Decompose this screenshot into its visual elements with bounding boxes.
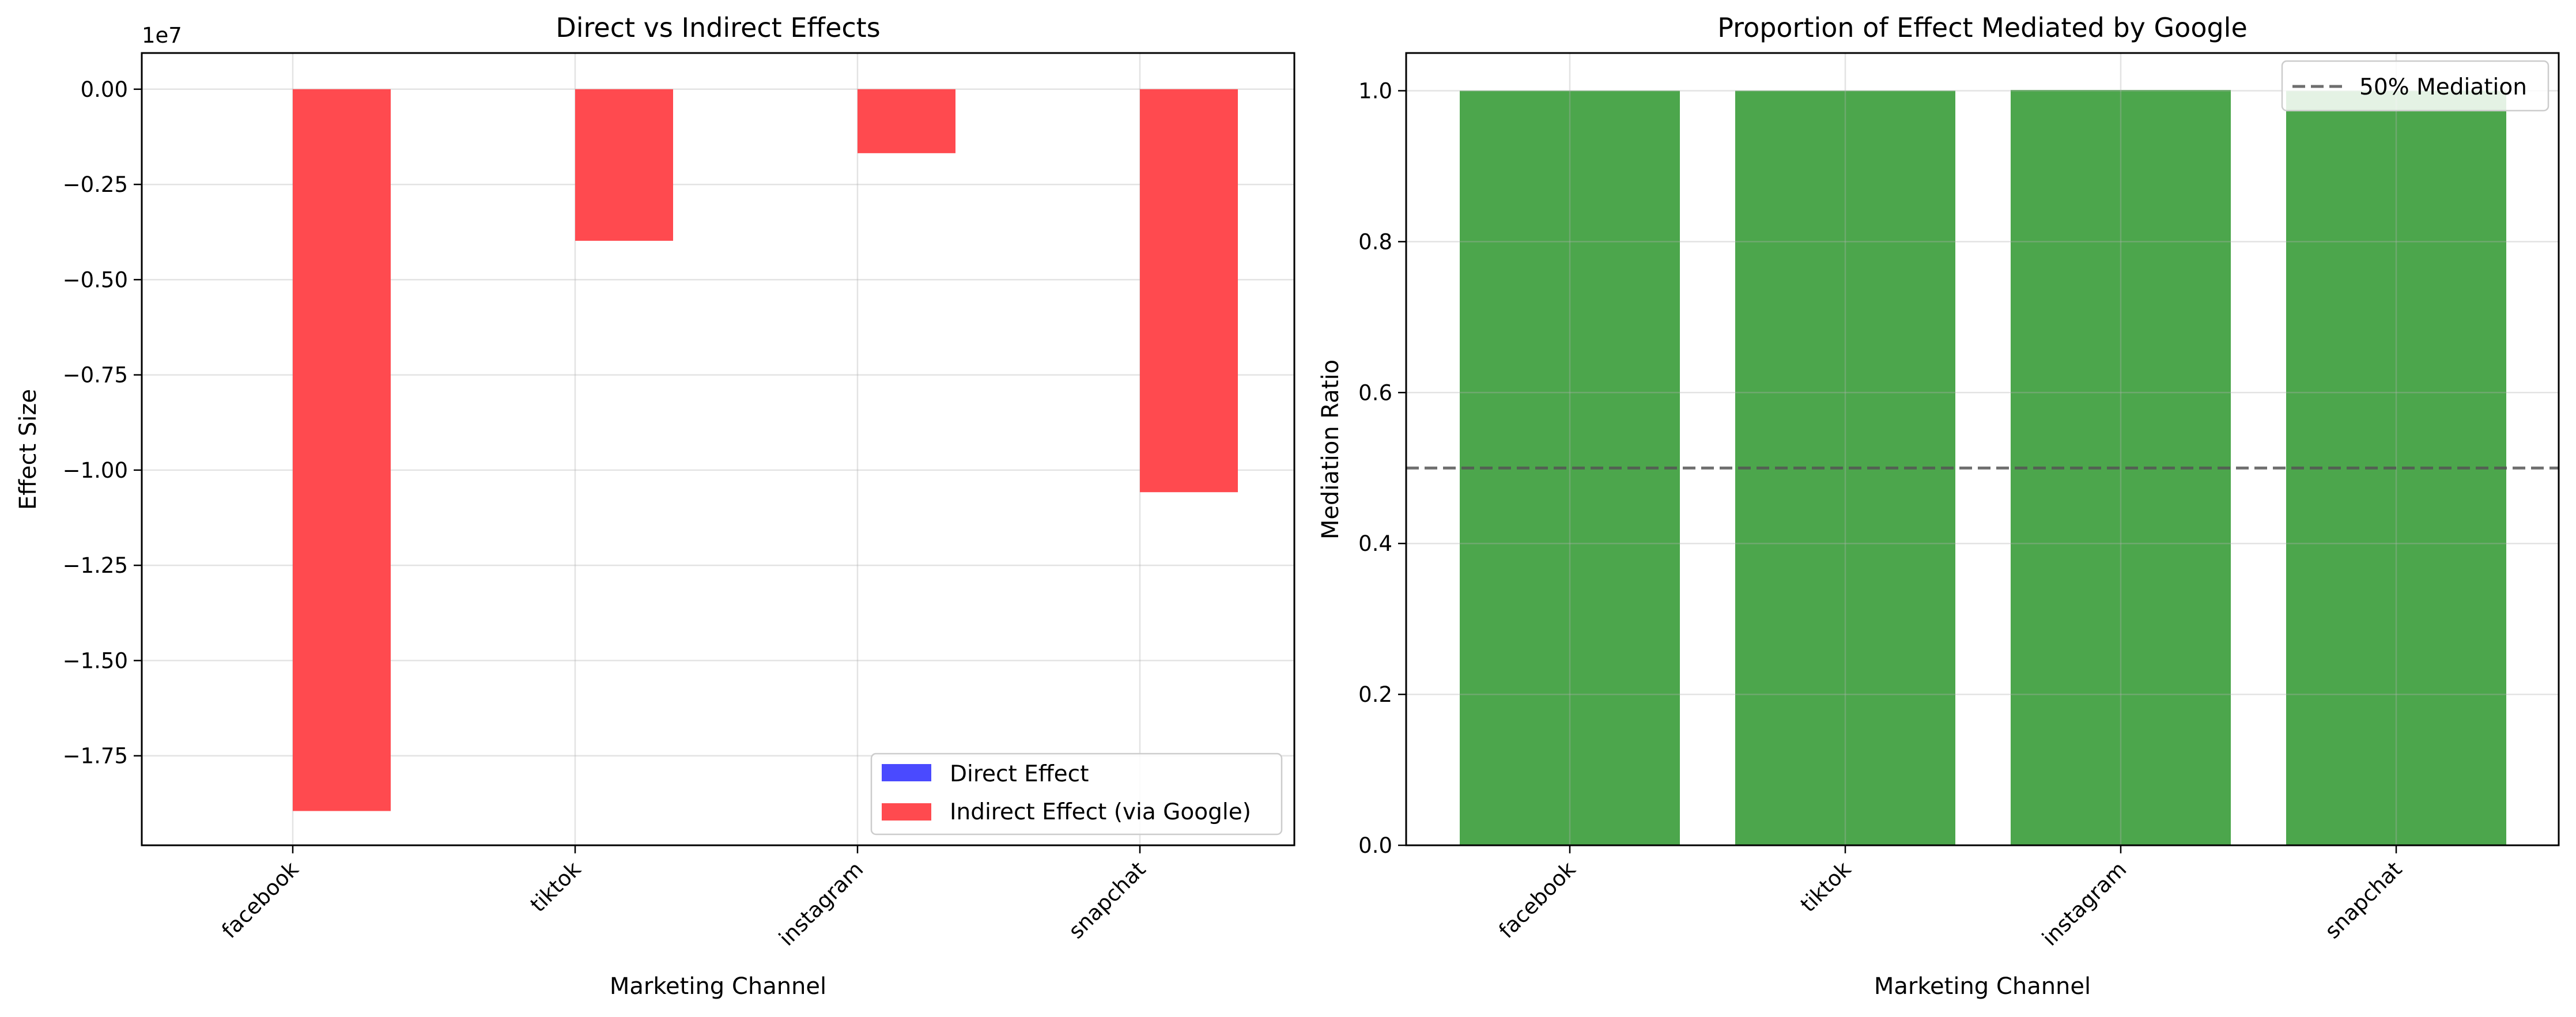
left-bars [293, 89, 1238, 811]
bar-mediation-ratio-facebook [1460, 90, 1680, 845]
left-x-axis-label: Marketing Channel [610, 973, 826, 1000]
left-y-tick-label: −1.25 [63, 553, 128, 578]
right-chart-title: Proportion of Effect Mediated by Google [1717, 12, 2248, 43]
right-y-tick-label: 0.6 [1358, 380, 1392, 405]
right-plot-frame [1405, 52, 2560, 846]
right-y-tick-label: 0.8 [1358, 229, 1392, 254]
bar-indirect-effect-via-google-tiktok [575, 89, 673, 241]
legend-label-indirect-effect: Indirect Effect (via Google) [950, 799, 1251, 825]
right-y-tick-label: 0.4 [1358, 531, 1392, 556]
left-chart-title: Direct vs Indirect Effects [556, 12, 880, 43]
right-y-tick-label: 1.0 [1358, 78, 1392, 103]
bar-indirect-effect-via-google-facebook [293, 89, 391, 811]
left-y-tick-label: 0.00 [81, 77, 128, 102]
right-legend: 50% Mediation [2281, 60, 2549, 112]
left-legend-box [870, 753, 1283, 835]
bar-mediation-ratio-tiktok [1735, 90, 1955, 845]
left-legend: Direct Effect Indirect Effect (via Googl… [870, 753, 1283, 835]
left-y-tick-label: −1.75 [63, 744, 128, 769]
left-plot-frame [141, 52, 1295, 846]
left-y-tick-label: −0.25 [63, 172, 128, 197]
left-y-tick-label: −0.50 [63, 267, 128, 292]
legend-swatch-direct-effect [882, 764, 931, 781]
bar-mediation-ratio-instagram [2011, 90, 2231, 846]
left-y-axis-label: Effect Size [15, 389, 41, 510]
right-y-tick-label: 0.0 [1358, 833, 1392, 858]
left-y-tick-label: −0.75 [63, 363, 128, 388]
bar-indirect-effect-via-google-snapchat [1140, 89, 1238, 493]
left-offset-text: 1e7 [142, 23, 182, 48]
left-y-tick-label: −1.50 [63, 648, 128, 673]
right-x-axis-label: Marketing Channel [1874, 973, 2091, 1000]
legend-label-50-mediation: 50% Mediation [2359, 74, 2527, 100]
right-legend-box [2281, 60, 2549, 112]
right-bars [1460, 90, 2506, 846]
right-y-axis-label: Mediation Ratio [1317, 360, 1344, 539]
legend-label-direct-effect: Direct Effect [950, 761, 1089, 787]
right-y-tick-label: 0.2 [1358, 682, 1392, 707]
bar-indirect-effect-via-google-instagram [858, 89, 955, 153]
legend-swatch-indirect-effect [882, 803, 931, 821]
left-y-tick-label: −1.00 [63, 458, 128, 483]
